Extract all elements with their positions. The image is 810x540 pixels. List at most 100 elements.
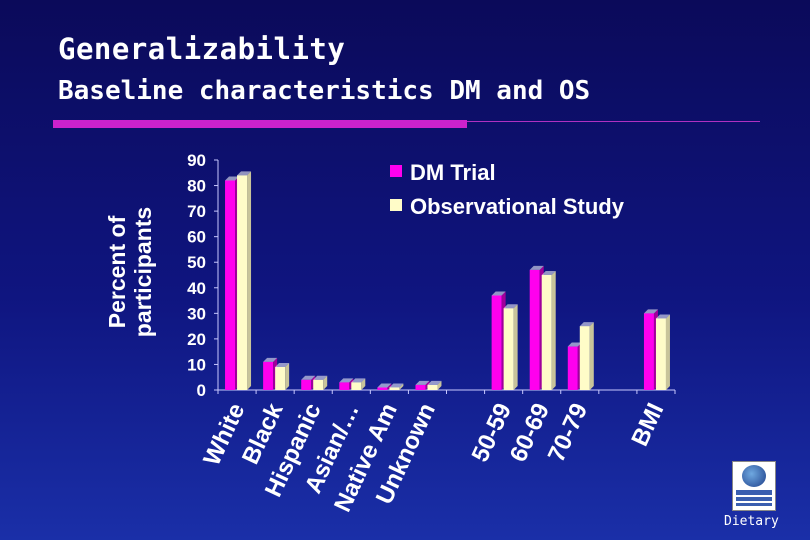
bar-dm-trial	[567, 342, 582, 390]
bar-observational-study-front	[351, 382, 362, 390]
bar-dm-trial-front	[339, 382, 350, 390]
legend-label: DM Trial	[410, 160, 496, 185]
bar-dm-trial-top	[339, 378, 354, 383]
logo-banner	[736, 490, 772, 506]
chart-axes	[217, 160, 676, 394]
y-tick-label: 50	[187, 253, 206, 272]
bar-observational-study-front	[541, 275, 552, 390]
y-tick-label: 10	[187, 355, 206, 374]
bar-observational-study-top	[237, 171, 252, 176]
bar-dm-trial	[225, 176, 240, 390]
bar-observational-study	[389, 383, 404, 390]
bar-dm-trial	[301, 375, 316, 390]
whi-globe-logo-icon	[732, 461, 776, 511]
legend-swatch-observational-study	[390, 199, 402, 211]
bar-dm-trial-front	[225, 180, 236, 390]
bar-observational-study	[579, 322, 594, 390]
bar-dm-trial-front	[529, 269, 540, 390]
bar-observational-study	[655, 314, 670, 390]
bar-observational-study-front	[389, 387, 400, 390]
bar-observational-study-side	[247, 171, 252, 390]
bar-dm-trial-front	[377, 387, 388, 390]
y-tick-label: 90	[187, 151, 206, 170]
bar-dm-trial	[377, 383, 392, 390]
bar-dm-trial	[263, 357, 278, 390]
bar-dm-trial-top	[225, 176, 240, 181]
bar-dm-trial	[415, 380, 430, 390]
bar-observational-study-top	[541, 271, 556, 275]
bar-observational-study	[313, 375, 328, 390]
bar-dm-trial	[491, 291, 506, 390]
globe-icon	[742, 465, 766, 487]
slide-subtitle: Baseline characteristics DM and OS	[58, 76, 591, 106]
y-tick-label: 70	[187, 202, 206, 221]
bar-observational-study-front	[579, 326, 590, 390]
y-tick-label: 80	[187, 177, 206, 196]
bar-observational-study	[275, 363, 290, 390]
bar-dm-trial-top	[301, 375, 316, 380]
bar-dm-trial	[643, 309, 658, 390]
bar-observational-study	[427, 380, 442, 390]
bar-observational-study	[541, 271, 556, 390]
bar-observational-study-side	[665, 314, 670, 390]
y-tick-label: 60	[187, 228, 206, 247]
bar-observational-study-top	[427, 380, 442, 385]
bar-dm-trial-front	[567, 346, 578, 390]
bar-observational-study-front	[503, 308, 514, 390]
slide-title: Generalizability	[58, 32, 346, 66]
bar-observational-study-side	[361, 378, 366, 390]
bar-dm-trial-front	[491, 295, 502, 390]
bar-observational-study-front	[275, 367, 286, 390]
bar-dm-trial-top	[643, 309, 658, 314]
bar-dm-trial	[339, 378, 354, 390]
y-tick-label: 40	[187, 279, 206, 298]
bar-dm-trial-top	[567, 342, 582, 347]
bar-dm-trial-front	[301, 379, 312, 390]
bar-observational-study-side	[513, 304, 518, 390]
bar-dm-trial-top	[415, 380, 430, 385]
y-axis-label: Percent of participants	[104, 207, 156, 337]
bar-observational-study-side	[285, 363, 290, 390]
footer-label: Dietary	[724, 514, 779, 529]
legend-label: Observational Study	[410, 194, 625, 219]
bar-observational-study-top	[655, 314, 670, 319]
chart-bars	[225, 171, 670, 390]
chart-legend: DM Trial Observational Study	[390, 160, 625, 219]
y-tick-labels: 0 10 20 30 40 50 60 70 80 90	[187, 151, 218, 400]
x-tick-label: BMI	[626, 399, 669, 450]
bar-dm-trial-front	[263, 361, 274, 390]
y-axis-label-line-2: participants	[130, 207, 156, 337]
bar-dm-trial-top	[529, 265, 544, 270]
bar-observational-study-front	[427, 384, 438, 390]
y-axis-label-line-1: Percent of	[104, 215, 130, 328]
bar-observational-study-top	[275, 363, 290, 367]
y-tick-label: 30	[187, 304, 206, 323]
y-tick-label: 20	[187, 330, 206, 349]
bar-observational-study-side	[437, 380, 442, 390]
bar-observational-study	[237, 171, 252, 390]
bar-observational-study-top	[313, 375, 328, 380]
bar-observational-study-top	[503, 304, 518, 309]
bar-dm-trial-top	[263, 357, 278, 362]
bar-observational-study-front	[237, 175, 248, 390]
bar-dm-trial-top	[377, 383, 392, 388]
bar-observational-study-top	[351, 378, 366, 383]
bar-dm-trial-side	[387, 383, 392, 390]
bar-dm-trial	[529, 265, 544, 390]
legend-swatch-dm-trial	[390, 165, 402, 177]
y-tick-label: 0	[197, 381, 206, 400]
bar-observational-study-top	[579, 322, 594, 327]
bar-observational-study-front	[313, 379, 324, 390]
bar-observational-study-side	[399, 383, 404, 390]
bar-observational-study-side	[589, 322, 594, 390]
title-underline-thin	[467, 121, 760, 122]
bar-observational-study-front	[655, 318, 666, 390]
bar-dm-trial-front	[415, 384, 426, 390]
title-underline-thick	[53, 120, 467, 128]
bar-observational-study-top	[389, 383, 404, 388]
bar-observational-study	[351, 378, 366, 390]
bar-dm-trial-top	[491, 291, 506, 296]
bar-observational-study-side	[323, 375, 328, 390]
